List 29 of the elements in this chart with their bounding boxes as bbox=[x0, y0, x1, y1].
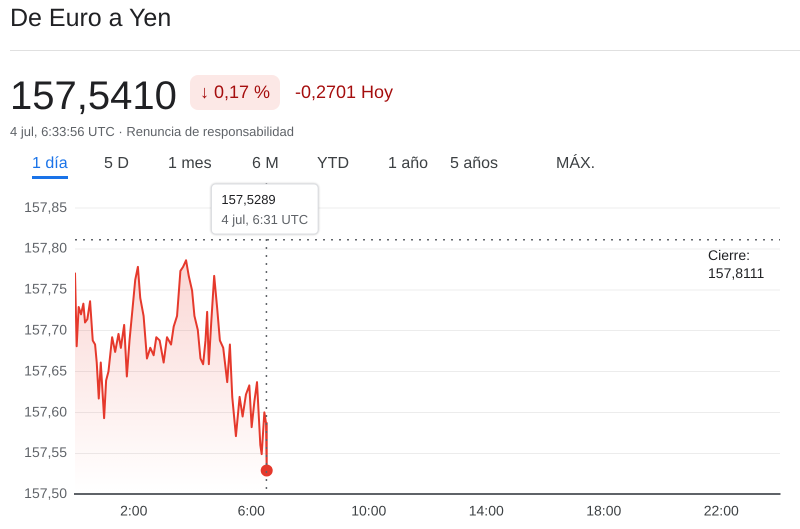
text: 4 jul, 6:33:56 UTC · Renuncia de responsabilidad bbox=[10, 124, 294, 139]
y-tick-label: 157,80 bbox=[24, 240, 68, 256]
x-tick-label: 18:00 bbox=[586, 502, 622, 518]
y-tick-label: 157,85 bbox=[24, 198, 68, 215]
text: MÁX. bbox=[556, 155, 596, 173]
y-tick-label: 157,75 bbox=[24, 280, 68, 297]
y-tick-label: 157,70 bbox=[24, 322, 68, 338]
x-tick-label: 10:00 bbox=[351, 502, 386, 518]
text: 1 día bbox=[32, 155, 68, 179]
annotation: 157,5289 4 jul, 6:31 UTC bbox=[221, 192, 308, 227]
text: ↓ 0,17 % bbox=[190, 75, 280, 110]
text: 5 D bbox=[104, 155, 129, 173]
text: 6 M bbox=[252, 155, 279, 173]
y-tick-label: 157,65 bbox=[24, 362, 68, 378]
x-tick-label: 6:00 bbox=[238, 502, 266, 518]
text: 5 años bbox=[450, 155, 498, 173]
y-tick-label: 157,55 bbox=[24, 444, 68, 460]
text: 1 mes bbox=[168, 155, 212, 173]
text: YTD bbox=[317, 155, 349, 173]
y-tick-label: 157,50 bbox=[24, 485, 68, 502]
x-tick-label: 2:00 bbox=[120, 502, 148, 518]
text: -0,2701 Hoy bbox=[295, 82, 394, 103]
x-tick-label: 14:00 bbox=[468, 502, 504, 518]
chart-title: De Euro a Yen bbox=[10, 4, 172, 33]
y-tick-label: 157,60 bbox=[24, 403, 68, 420]
ref-line-label: Cierre: 157,8111 bbox=[708, 246, 765, 281]
text: 157,5410 bbox=[10, 74, 177, 119]
x-tick-label: 22:00 bbox=[704, 502, 739, 518]
text: 1 año bbox=[388, 155, 428, 173]
